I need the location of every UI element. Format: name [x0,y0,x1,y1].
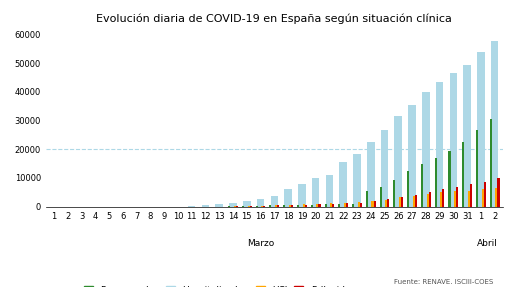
Bar [303,204,305,207]
Bar [298,184,306,207]
Bar [263,206,266,207]
Bar [261,206,263,207]
Bar [422,92,430,207]
Bar [234,206,236,207]
Bar [454,191,456,207]
Bar [456,187,458,207]
Bar [215,204,223,207]
Bar [491,41,498,207]
Bar [326,175,333,207]
Bar [490,119,492,207]
Text: Marzo: Marzo [247,239,274,248]
Bar [352,203,354,207]
Bar [421,164,423,207]
Bar [256,206,258,207]
Title: Evolución diaria de COVID-19 en España según situación clínica: Evolución diaria de COVID-19 en España s… [97,13,452,24]
Bar [247,206,249,207]
Bar [429,192,431,207]
Bar [413,196,415,207]
Bar [188,206,196,207]
Bar [371,201,373,207]
Bar [476,130,478,207]
Bar [401,197,403,207]
Text: Abril: Abril [478,239,498,248]
Bar [202,205,209,207]
Bar [358,202,360,207]
Bar [408,105,416,207]
Bar [415,195,417,207]
Bar [468,191,470,207]
Bar [242,206,244,207]
Bar [463,65,471,207]
Bar [305,205,307,207]
Bar [271,196,278,207]
Bar [407,171,409,207]
Bar [373,201,375,207]
Bar [344,203,346,207]
Bar [269,205,271,207]
Bar [395,116,402,207]
Bar [399,197,401,207]
Bar [360,203,362,207]
Bar [338,204,340,207]
Bar [346,203,348,207]
Bar [332,204,334,207]
Bar [385,200,387,207]
Bar [289,205,291,207]
Bar [339,162,347,207]
Bar [497,178,499,207]
Legend: Recuperados, Hospitalizados, UCI, Fallecidos: Recuperados, Hospitalizados, UCI, Fallec… [84,286,355,287]
Bar [325,204,327,207]
Bar [450,73,457,207]
Bar [427,194,429,207]
Bar [470,185,472,207]
Bar [236,206,238,207]
Bar [243,201,250,207]
Bar [435,158,437,207]
Bar [316,204,319,207]
Bar [495,188,497,207]
Bar [436,82,443,207]
Bar [482,189,484,207]
Bar [284,189,292,207]
Bar [393,180,395,207]
Bar [366,191,368,207]
Bar [353,154,361,207]
Bar [277,205,279,207]
Bar [312,178,320,207]
Bar [440,192,442,207]
Bar [297,205,299,207]
Bar [249,206,251,207]
Bar [449,151,451,207]
Text: Fuente: RENAVE. ISCIII-COES: Fuente: RENAVE. ISCIII-COES [394,279,493,285]
Bar [275,205,277,207]
Bar [257,199,264,207]
Bar [367,142,374,207]
Bar [229,203,237,207]
Bar [379,187,382,207]
Bar [462,142,464,207]
Bar [477,52,485,207]
Bar [442,189,444,207]
Bar [484,182,486,207]
Bar [380,130,388,207]
Bar [311,205,313,207]
Bar [387,199,389,207]
Bar [291,205,293,207]
Bar [319,204,321,207]
Bar [283,205,285,207]
Bar [330,203,332,207]
